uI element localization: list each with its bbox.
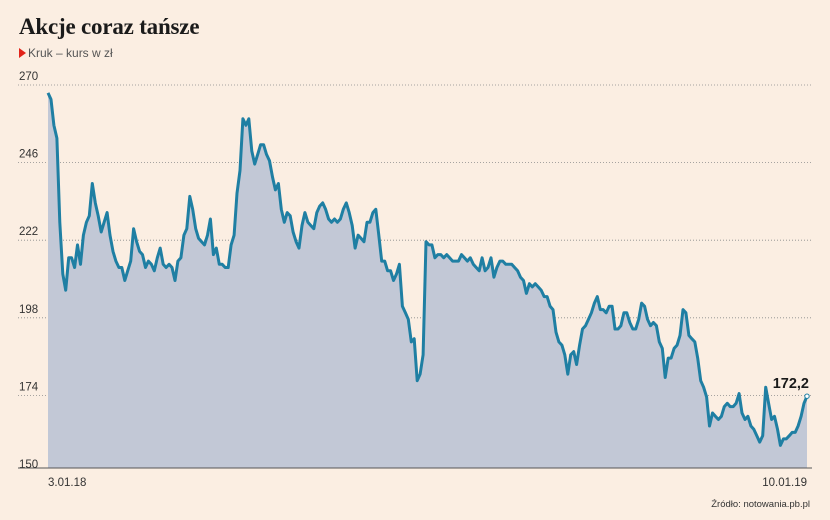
price-line [46, 92, 809, 447]
x-axis-ticks: 3.01.18 10.01.19 [48, 477, 807, 489]
last-value-dot [804, 393, 810, 399]
y-tick-label: 150 [19, 459, 38, 471]
value-labels: 172,2 [773, 376, 810, 399]
red-triangle-icon [19, 48, 26, 58]
last-value-label: 172,2 [773, 376, 809, 392]
x-tick-label-start: 3.01.18 [48, 477, 86, 489]
chart-subtitle: Kruk – kurs w zł [19, 46, 113, 60]
y-tick-label: 246 [19, 149, 38, 161]
source-note: Źródło: notowania.pb.pl [711, 499, 810, 510]
x-tick-label-end: 10.01.19 [762, 477, 807, 489]
subtitle-text: Kruk – kurs w zł [28, 46, 113, 60]
y-tick-label: 174 [19, 381, 39, 393]
y-tick-label: 270 [19, 71, 38, 83]
y-tick-label: 198 [19, 304, 38, 316]
chart-title: Akcje coraz tańsze [19, 14, 200, 39]
y-axis-ticks: 150 174 198 222 246 270 [19, 71, 39, 471]
y-tick-label: 222 [19, 226, 38, 238]
price-area [48, 92, 807, 469]
